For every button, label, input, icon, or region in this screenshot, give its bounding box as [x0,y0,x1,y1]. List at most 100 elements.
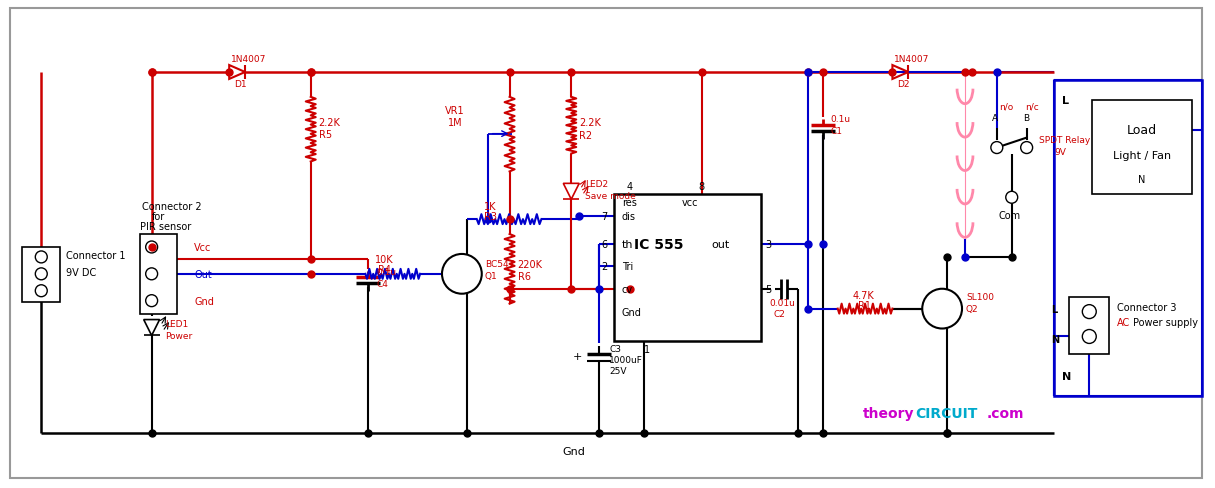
Text: C3: C3 [609,344,621,353]
Text: Gnd: Gnd [622,307,642,317]
Text: 0.1u: 0.1u [377,268,396,277]
Text: 9V DC: 9V DC [66,267,96,277]
Text: D2: D2 [898,80,910,89]
Text: dis: dis [622,212,635,222]
Text: 1N4007: 1N4007 [894,55,929,63]
Text: 2.2K: 2.2K [318,118,340,127]
Text: PIR sensor: PIR sensor [140,222,191,232]
Text: 0.01u: 0.01u [769,299,795,307]
Text: vcc: vcc [682,198,699,208]
Text: N: N [1062,371,1072,382]
Text: LED2: LED2 [586,180,609,188]
Bar [1055,81,1202,396]
Text: R3: R3 [484,212,497,222]
Text: AC: AC [1117,317,1130,327]
Text: Power supply: Power supply [1134,317,1198,327]
Text: N: N [1138,175,1146,185]
Text: 1M: 1M [448,118,463,127]
Text: R2: R2 [580,130,593,141]
Text: R1: R1 [858,300,871,310]
Text: 220K: 220K [518,259,543,269]
Text: 2.2K: 2.2K [580,118,601,127]
Text: Connector 3: Connector 3 [1117,302,1176,312]
Circle shape [35,285,47,297]
Text: 0.1u: 0.1u [831,115,850,124]
Text: +: + [572,352,582,362]
Text: n/c: n/c [1024,102,1039,111]
Circle shape [35,268,47,280]
Text: 7: 7 [601,212,608,222]
Text: SL100: SL100 [966,293,994,302]
Bar [1092,101,1192,195]
Text: R4: R4 [378,264,391,274]
Text: VR1: VR1 [445,105,464,116]
Text: B: B [1023,114,1029,123]
Bar [614,195,761,342]
Text: res: res [622,198,637,208]
Text: 1N4007: 1N4007 [231,55,266,63]
Text: 25V: 25V [609,366,627,375]
Text: BC547: BC547 [485,260,514,269]
Circle shape [146,295,158,307]
Text: 4: 4 [627,182,633,192]
Text: .com: .com [987,406,1024,420]
Text: LED1: LED1 [165,319,188,328]
Text: IC 555: IC 555 [634,238,683,251]
Text: Q2: Q2 [966,305,978,313]
Text: 4.7K: 4.7K [853,290,875,300]
Text: Load: Load [1128,124,1157,137]
Text: Gnd: Gnd [194,296,214,306]
Circle shape [1083,305,1096,319]
Text: Out: Out [194,269,213,279]
Text: CIRCUIT: CIRCUIT [915,406,978,420]
Text: Gnd: Gnd [563,446,586,456]
Text: cv: cv [622,284,633,294]
Bar [1069,297,1109,355]
Text: 2: 2 [601,262,608,271]
Text: Connector 2: Connector 2 [142,202,202,212]
Text: 5: 5 [765,284,772,294]
Text: Tri: Tri [622,262,633,271]
Text: L: L [1051,304,1058,314]
Text: for: for [152,212,165,222]
Text: out: out [712,240,730,249]
Text: th: th [622,240,633,249]
Text: 10K: 10K [375,254,394,264]
Text: D1: D1 [234,80,247,89]
Text: n/o: n/o [999,102,1013,111]
Text: SPDT Relay: SPDT Relay [1039,136,1090,145]
Circle shape [1083,330,1096,344]
Text: theory: theory [863,406,914,420]
Text: Power: Power [165,331,193,340]
Text: Save mode: Save mode [586,191,635,201]
Text: 1K: 1K [484,202,496,212]
Circle shape [146,268,158,280]
Text: N: N [1051,335,1059,345]
Text: Light / Fan: Light / Fan [1113,150,1171,160]
Circle shape [442,254,482,294]
Text: C4: C4 [377,280,389,289]
Circle shape [1021,142,1033,154]
Text: 6: 6 [601,240,608,249]
Circle shape [1006,192,1018,204]
Text: 1: 1 [644,345,650,355]
Text: Q1: Q1 [485,272,497,281]
Text: A: A [991,114,998,123]
Bar [140,235,177,314]
Text: R5: R5 [318,129,332,140]
Text: L: L [1062,96,1069,105]
Circle shape [991,142,1002,154]
Circle shape [146,242,158,253]
Text: Vcc: Vcc [194,243,211,252]
Text: Com: Com [999,211,1021,221]
Text: C1: C1 [831,127,843,136]
Text: 9V: 9V [1055,148,1067,157]
Text: 3: 3 [765,240,772,249]
Circle shape [35,251,47,264]
Text: Connector 1: Connector 1 [66,250,125,261]
Text: C2: C2 [773,309,785,319]
Text: 1000uF: 1000uF [609,355,643,364]
Text: R6: R6 [518,271,531,281]
Text: 8: 8 [699,182,705,192]
Circle shape [922,289,962,329]
